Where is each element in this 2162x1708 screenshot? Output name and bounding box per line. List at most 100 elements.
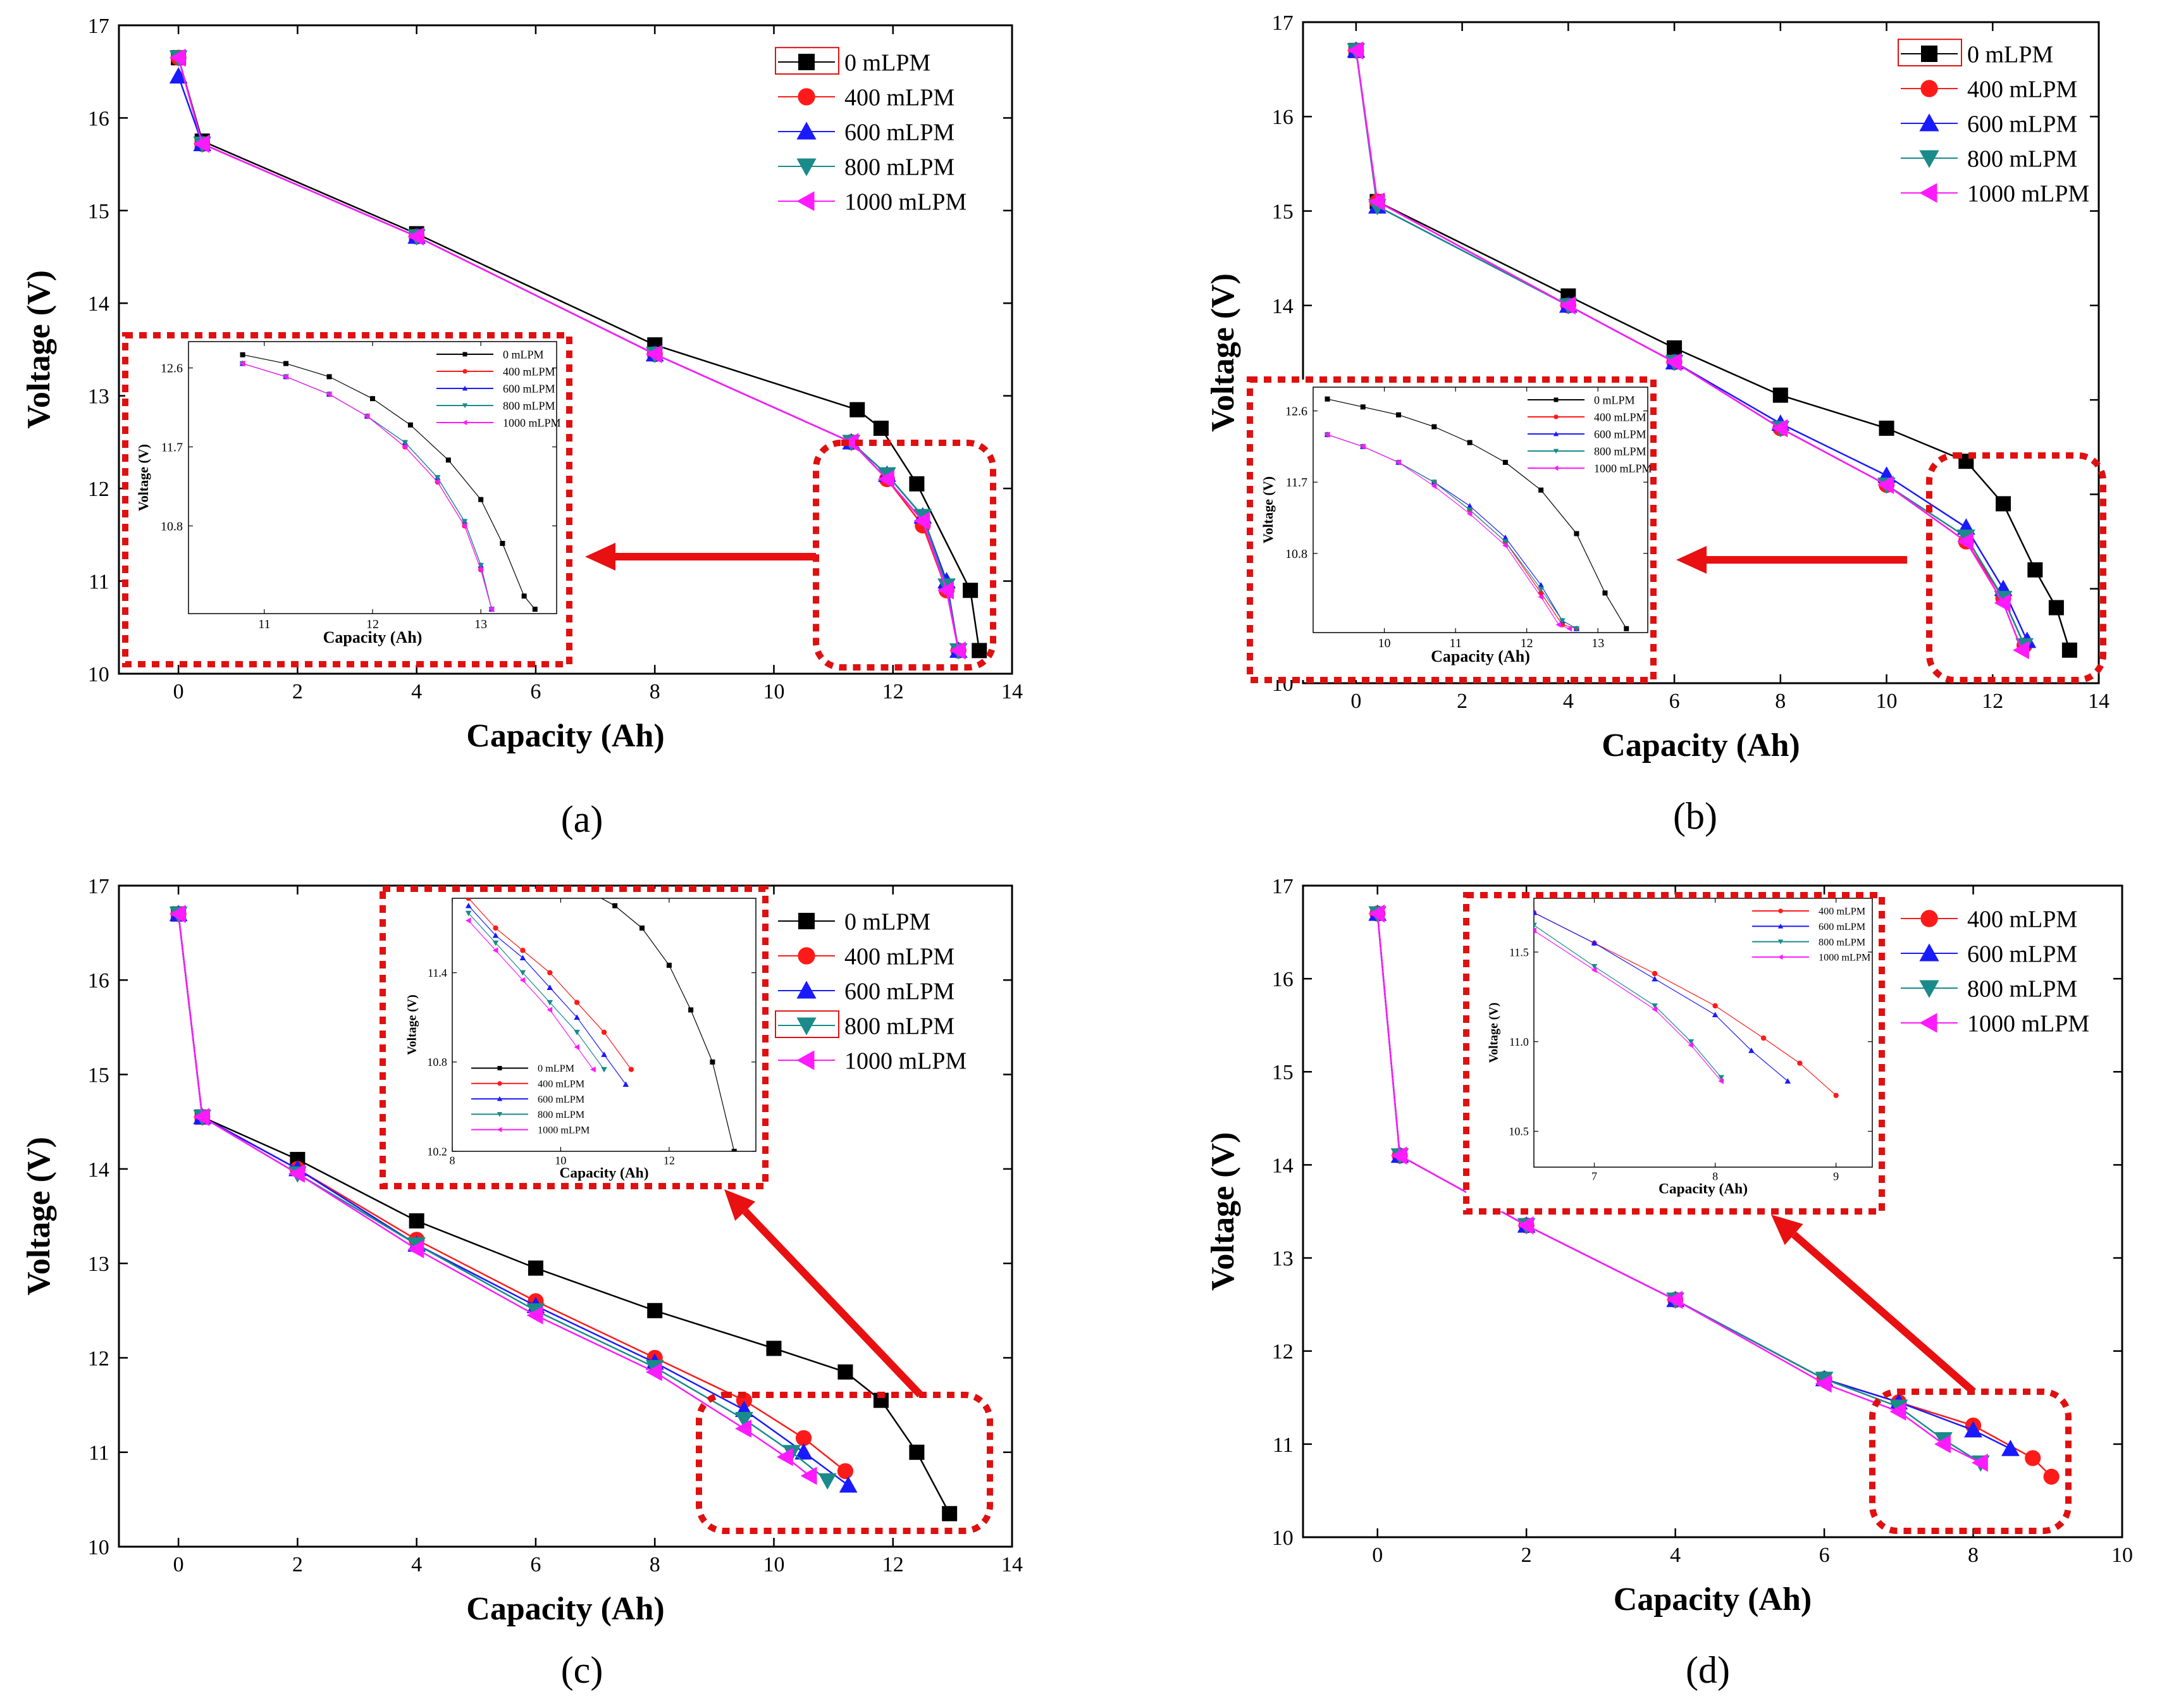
panel-a-legend-800-mlpm-label: 800 mLPM [844, 154, 954, 180]
panel-c-series-0-mlpm-point [766, 1340, 782, 1356]
panel-d-x-tick-label: 0 [1372, 1544, 1383, 1567]
panel-d-x-tick-label: 8 [1968, 1544, 1979, 1567]
panel-c-series-1000-mlpm-point [735, 1419, 751, 1438]
panel-c-inset-series-0-mlpm-point [639, 925, 645, 931]
panel-b-inset-series-1000-mlpm-point [1502, 542, 1508, 549]
panel-c-inset-series-600-mlpm-point [622, 1081, 629, 1087]
panel-c-series-group [169, 905, 958, 1521]
panel-b-y-tick-label: 15 [1272, 200, 1294, 223]
panel-b-zoom-highlight [1926, 452, 2106, 683]
panel-d-legend-800-mlpm-label: 800 mLPM [1967, 975, 2077, 1002]
panel-c-inset-series-400-mlpm-point [520, 948, 526, 953]
panel-c-x-tick-label: 8 [650, 1553, 660, 1576]
panel-c-inset-series-400-mlpm-point [601, 1029, 607, 1035]
panel-a-inset-series-800-mlpm-point [434, 475, 441, 481]
panel-c-inset-series-1000-mlpm-point [574, 1044, 579, 1051]
panel-b-axes-frame [1302, 21, 2100, 684]
panel-c-series-1000-mlpm-point [526, 1306, 543, 1325]
panel-c-x-tick-label: 14 [1001, 1553, 1023, 1576]
panel-b-inset-y-axis-title: Voltage (V) [1260, 476, 1276, 543]
panel-c-legend-800-mlpm-marker [796, 1017, 817, 1036]
panel-a-inset-series-0-mlpm-point [521, 593, 527, 599]
panel-b-inset-series-800-mlpm-point [1502, 539, 1509, 545]
panel-c-inset-series-group [465, 898, 737, 1151]
panel-d-inset-series-1000-mlpm-point [1718, 1078, 1724, 1084]
panel-d-legend-400-mlpm-label: 400 mLPM [1967, 906, 2077, 932]
panel-a-x-tick-label: 6 [530, 680, 541, 703]
panel-c-inset-legend-1000-mlpm-label: 1000 mLPM [538, 1124, 590, 1136]
panel-a-inset-series-0-mlpm-line [242, 354, 536, 610]
panel-c-inset-series-800-mlpm-point [492, 940, 499, 946]
panel-b-series-1000-mlpm-point [1994, 593, 2011, 612]
panel-b-series-0-mlpm-point [1996, 496, 2011, 512]
panel-c-inset-legend-600-mlpm-marker [497, 1096, 503, 1101]
panel-b-series-0-mlpm-point [2048, 600, 2064, 616]
panel-c-inset-legend-0-mlpm-label: 0 mLPM [538, 1063, 574, 1074]
panel-a-inset-series-0-mlpm-point [407, 422, 413, 428]
panel-a-y-tick-label: 15 [88, 200, 109, 223]
panel-a-inset-legend-0-mlpm-label: 0 mLPM [503, 348, 544, 361]
panel-c-inset-series-0-mlpm-point [666, 962, 672, 968]
panel-a-x-tick-label: 4 [411, 680, 422, 703]
panel-a-series-1000-mlpm-point [169, 48, 186, 67]
panel-b-legend-0-mlpm-marker [1921, 46, 1937, 62]
panel-b-inset-series-600-mlpm-point [1538, 582, 1544, 588]
panel-a-inset-series-group [239, 352, 538, 612]
panel-a-legend-400-mlpm-label: 400 mLPM [844, 84, 954, 111]
panel-a-inset-series-1000-mlpm-point [239, 360, 245, 367]
panel-c-label: (c) [561, 1649, 603, 1691]
panel-d-x-tick-label: 10 [2111, 1544, 2133, 1567]
panel-a-series-600-mlpm-point [169, 67, 188, 84]
panel-c-y-tick-label: 16 [88, 969, 109, 993]
panel-b-series-0-mlpm-point [1879, 420, 1894, 436]
panel-a-legend-1000-mlpm-label: 1000 mLPM [844, 189, 967, 215]
panel-a-legend-600-mlpm-label: 600 mLPM [844, 119, 954, 145]
panel-a-inset-legend-800-mlpm-label: 800 mLPM [503, 399, 555, 412]
panel-d-inset-y-axis-title: Voltage (V) [1486, 1003, 1500, 1063]
panel-b-inset-legend-0-mlpm-label: 0 mLPM [1594, 393, 1635, 406]
panel-d-inset-series-600-mlpm-point [1748, 1048, 1755, 1053]
panel-c-y-tick-label: 13 [88, 1253, 109, 1276]
panel-c-series-0-mlpm-point [909, 1444, 925, 1460]
panel-c-series-1000-mlpm-point [169, 905, 186, 924]
panel-b-inset-series-800-mlpm-point [1559, 618, 1566, 624]
panel-b-inset-series-1000-mlpm-point [1324, 431, 1330, 438]
panel-a-x-tick-label: 2 [292, 680, 303, 703]
panel-a-series-1000-mlpm-point [949, 641, 966, 660]
panel-c-arrow-shaft [742, 1208, 923, 1398]
panel-a-inset-series-0-mlpm-point [240, 352, 245, 357]
panel-d-series-group [1368, 904, 2060, 1485]
panel-b-inset-x-tick-label: 11 [1449, 636, 1461, 650]
panel-b-inset-series-0-mlpm-point [1602, 590, 1608, 596]
panel-d-inset-legend-400-mlpm-marker [1778, 908, 1783, 913]
panel-a-y-tick-label: 16 [88, 107, 109, 130]
panel-b-series-1000-mlpm-point [1956, 532, 1974, 551]
panel-c-legend-600-mlpm-label: 600 mLPM [844, 978, 954, 1005]
panel-d-inset-series-800-mlpm-point [1652, 1003, 1658, 1009]
panel-a-arrow-head [585, 543, 615, 571]
panel-c-series-0-mlpm-point [647, 1303, 663, 1318]
panel-b-y-tick-label: 14 [1272, 295, 1294, 318]
panel-d-inset-y-tick-label: 11.5 [1509, 946, 1529, 958]
panel-d-inset-series-600-mlpm-point [1652, 975, 1658, 982]
panel-d-y-tick-label: 16 [1272, 968, 1294, 991]
panel-d-series-1000-mlpm-line [1376, 913, 1981, 1464]
panel-d-inset-frame [1463, 892, 1885, 1215]
panel-b-x-tick-label: 10 [1876, 690, 1898, 713]
panel-d-inset-legend-400-mlpm-label: 400 mLPM [1819, 906, 1865, 917]
panel-c-inset-series-0-mlpm-point [710, 1059, 715, 1065]
panel-a-inset-x-axis-title: Capacity (Ah) [323, 628, 423, 647]
panel-b-y-tick-label: 16 [1272, 106, 1294, 129]
panel-c-arrow-head [724, 1189, 756, 1221]
panel-a-inset-series-800-mlpm-point [402, 440, 409, 446]
panel-d-inset-series-800-mlpm-point [1534, 922, 1537, 929]
panel-c-inset-x-tick-label: 10 [555, 1154, 566, 1167]
panel-a-series-group [169, 48, 987, 660]
panel-c-inset-series-800-mlpm-point [465, 910, 472, 917]
panel-a-legend-0-mlpm-marker [798, 54, 815, 70]
panel-a-series-1000-mlpm-point [937, 581, 954, 600]
panel-c-series-600-mlpm-point [794, 1443, 813, 1460]
panel-b-inset-series-0-mlpm-point [1574, 531, 1579, 536]
panel-a-x-tick-label: 14 [1001, 680, 1023, 703]
